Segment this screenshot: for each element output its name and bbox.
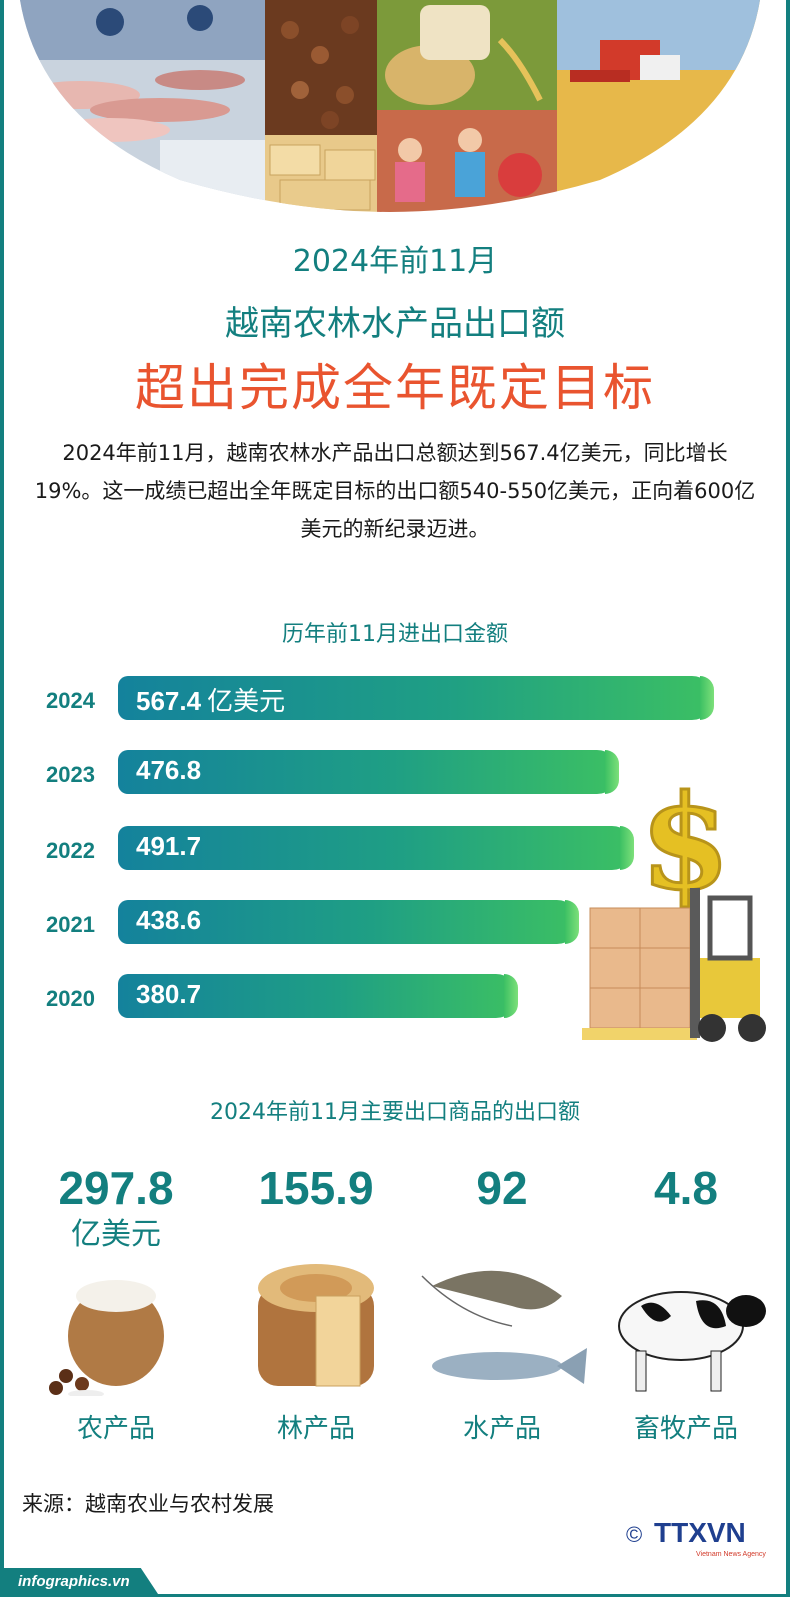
page-title: 超出完成全年既定目标 bbox=[135, 359, 655, 417]
logo-symbol: © bbox=[626, 1522, 642, 1547]
bar-year-label: 2020 bbox=[46, 986, 95, 1011]
product-unit: 亿美元 bbox=[71, 1217, 161, 1252]
bar-2024: 567.4 亿美元 bbox=[118, 676, 714, 720]
coffee-beans-photo bbox=[265, 0, 377, 135]
forklift-dollar-icon: $ bbox=[582, 778, 766, 1042]
bar-value-label: 567.4 亿美元 bbox=[136, 686, 286, 717]
product-rice-sack: 297.8 亿美元农产品 bbox=[16, 1160, 216, 1444]
subject-subtitle: 越南农林水产品出口额 bbox=[225, 304, 565, 344]
bar-2021: 438.6 bbox=[118, 900, 579, 944]
harvester-photo bbox=[557, 0, 760, 212]
product-value: 155.9 bbox=[258, 1162, 374, 1214]
bar-year-label: 2024 bbox=[46, 688, 95, 713]
bar-year-label: 2022 bbox=[46, 838, 95, 863]
bar-2020: 380.7 bbox=[118, 974, 518, 1018]
bar-chart: 2024 567.4 亿美元 2023 476.8 2022 491.7 2021 438.6 2… bbox=[0, 670, 790, 1050]
wood-log-icon bbox=[258, 1264, 374, 1387]
market-photo bbox=[377, 110, 557, 212]
source-note: 来源：越南农业与农村发展 bbox=[22, 1492, 274, 1516]
rice-sack-icon bbox=[49, 1280, 164, 1396]
bar-value-label: 380.7 bbox=[136, 979, 202, 1009]
product-label: 林产品 bbox=[276, 1414, 355, 1444]
shrimp-fish-icon bbox=[421, 1270, 587, 1384]
products-title: 2024年前11月主要出口商品的出口额 bbox=[210, 1100, 580, 1125]
product-value: 297.8 bbox=[58, 1162, 174, 1214]
footer-line bbox=[150, 1594, 790, 1597]
bar-value-label: 476.8 bbox=[136, 755, 202, 785]
fish-processing-photo bbox=[20, 0, 265, 212]
bar-value-label: 491.7 bbox=[136, 831, 202, 861]
product-value: 92 bbox=[476, 1162, 528, 1214]
logo-subtext: Vietnam News Agency bbox=[696, 1551, 766, 1558]
product-wood-log: 155.9 林产品 bbox=[216, 1160, 416, 1444]
product-value: 4.8 bbox=[654, 1162, 718, 1214]
bar-year-label: 2023 bbox=[46, 762, 95, 787]
period-subtitle: 2024年前11月 bbox=[292, 244, 498, 279]
ttxvn-logo: © TTXVN Vietnam News Agency bbox=[626, 1517, 766, 1558]
intro-paragraph: 2024年前11月，越南农林水产品出口总额达到567.4亿美元，同比增长19%。… bbox=[34, 441, 756, 541]
wood-planks-photo bbox=[265, 135, 377, 212]
product-label: 畜牧产品 bbox=[633, 1414, 738, 1444]
product-label: 水产品 bbox=[462, 1414, 541, 1444]
footer-site: infographics.vn bbox=[0, 1568, 160, 1597]
product-cow: 4.8 畜牧产品 bbox=[586, 1160, 786, 1444]
product-label: 农产品 bbox=[76, 1414, 155, 1444]
cow-icon bbox=[618, 1291, 766, 1392]
logo-text: TTXVN bbox=[654, 1517, 746, 1548]
bar-unit-label: 亿美元 bbox=[207, 687, 286, 717]
bar-value-label: 438.6 bbox=[136, 905, 202, 935]
rice-sack-photo bbox=[377, 0, 557, 110]
product-shrimp-fish: 92 水产品 bbox=[402, 1160, 602, 1444]
bar-2022: 491.7 bbox=[118, 826, 635, 870]
bar-2023: 476.8 bbox=[118, 750, 619, 794]
bar-chart-title: 历年前11月进出口金额 bbox=[282, 622, 508, 647]
products-row: 297.8 亿美元农产品 155.9 林产品 92 水产品 4.8 畜牧产品 bbox=[0, 1160, 790, 1460]
hero-photo-collage bbox=[20, 0, 760, 212]
bar-year-label: 2021 bbox=[46, 912, 95, 937]
